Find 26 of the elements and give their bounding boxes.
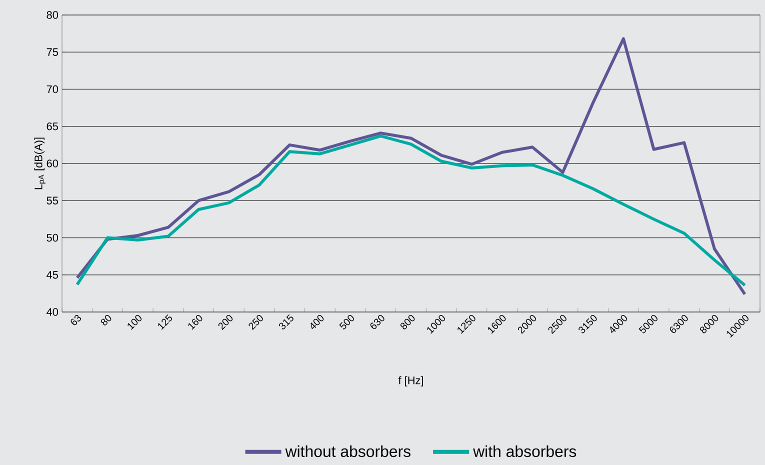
x-tick-label: 250 — [248, 314, 263, 330]
x-tick-label: 63 — [70, 314, 82, 326]
x-tick-label: 80 — [100, 314, 112, 326]
y-tick-label: 55 — [46, 196, 58, 204]
legend-label: with absorbers — [473, 445, 576, 458]
y-tick-label: 75 — [46, 48, 58, 56]
x-tick-label: 125 — [158, 314, 172, 330]
x-tick-label: 630 — [370, 314, 384, 330]
x-tick-label: 200 — [218, 314, 233, 330]
y-tick-label: 45 — [46, 271, 58, 279]
line-series — [76, 37, 746, 296]
x-axis-title: f [Hz] — [398, 376, 424, 386]
y-tick-label: 50 — [46, 234, 58, 242]
y-tick-label: 60 — [46, 160, 58, 168]
x-tick-label: 315 — [279, 314, 294, 330]
x-tick-label: 160 — [188, 314, 202, 330]
x-tick-label: 800 — [400, 314, 415, 330]
y-tick-label: 65 — [46, 122, 58, 130]
x-tick-label: 100 — [128, 314, 142, 330]
x-tick-label: 500 — [339, 314, 354, 330]
y-tick-label: 70 — [46, 85, 58, 94]
y-tick-label: 40 — [46, 308, 58, 316]
x-tick-label: 400 — [310, 314, 324, 330]
y-tick-label: 80 — [46, 11, 58, 19]
y-axis-title: L$_{pA}$ [dB(A)] — [34, 138, 46, 190]
legend-label: without absorbers — [285, 445, 410, 458]
